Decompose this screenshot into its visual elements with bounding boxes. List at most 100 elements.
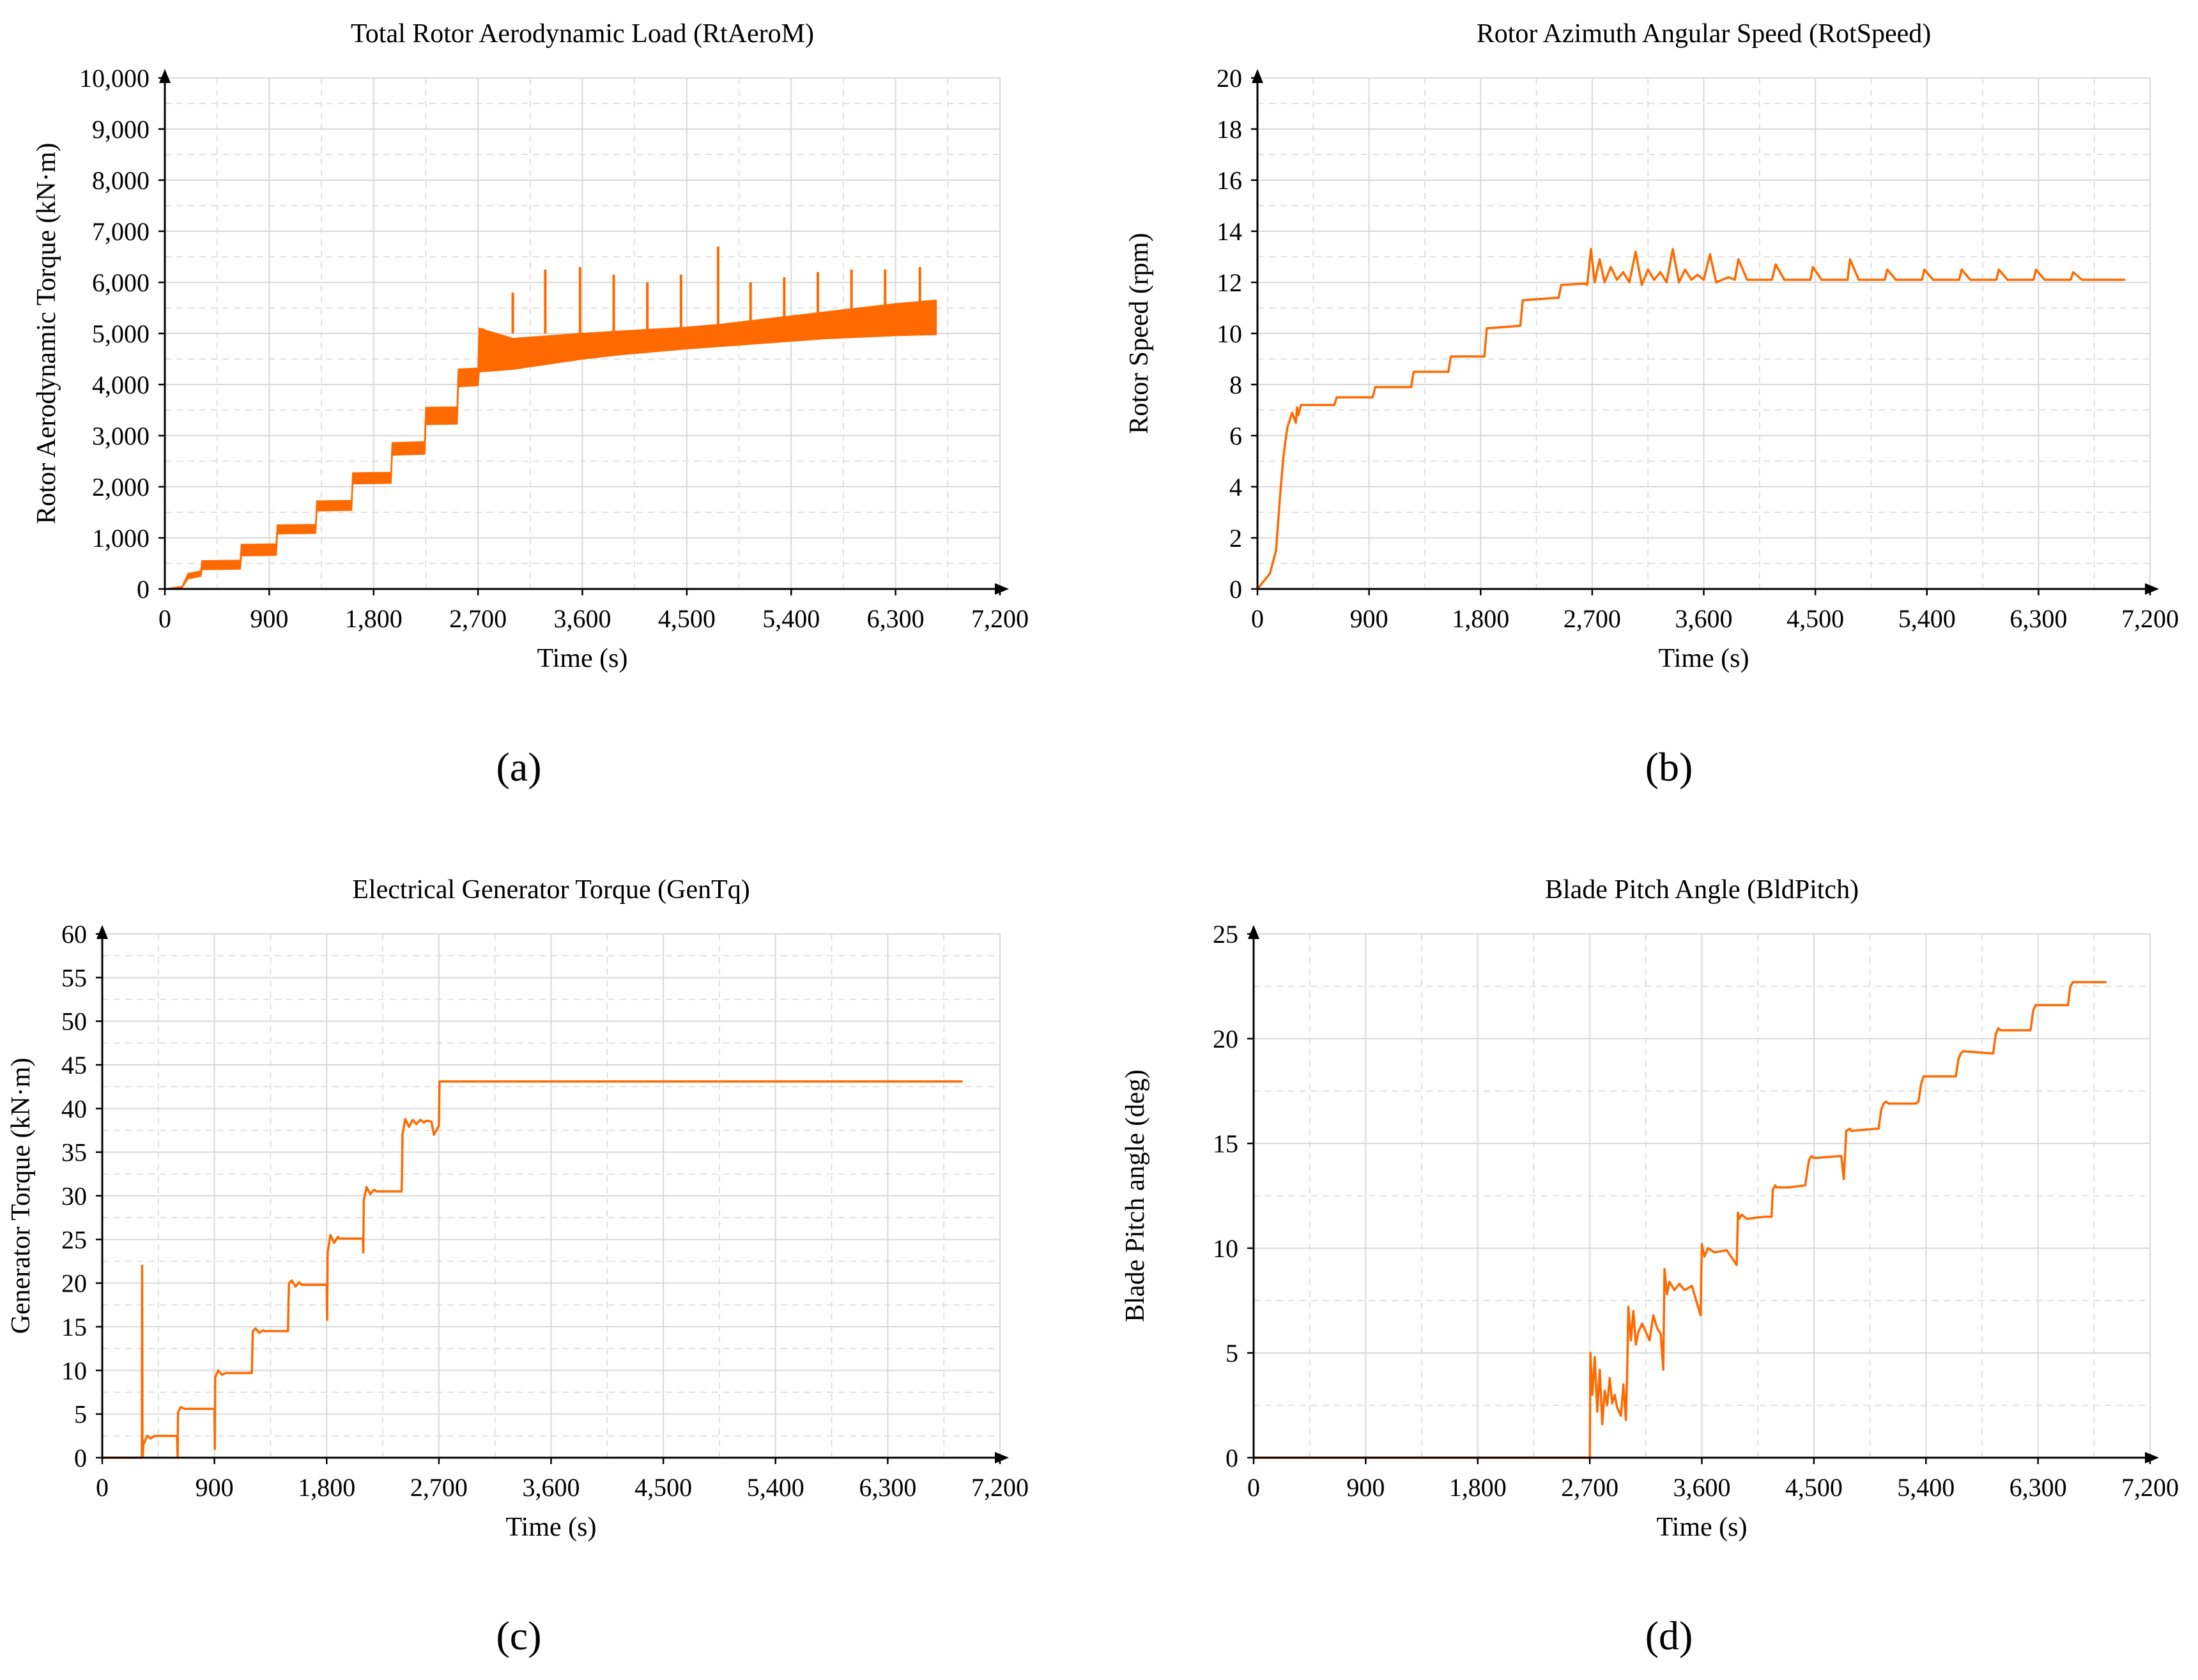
chart2-y-tick-label: 30 [61, 1182, 87, 1210]
chart0-y-tick-label: 7,000 [92, 217, 150, 246]
chart1-grid [1257, 77, 2151, 589]
chart0-y-tick-label: 9,000 [92, 115, 150, 144]
chart1-y-tick-label: 18 [1217, 115, 1242, 144]
chart2-x-tick-label: 0 [96, 1473, 109, 1502]
chart0-y-tick-label: 5,000 [92, 319, 150, 348]
chart1-y-tick-label: 4 [1229, 473, 1242, 501]
chart2-y-tick-label: 55 [61, 963, 87, 992]
chart2-y-tick-label: 60 [61, 920, 87, 949]
chart0-y-tick-label: 0 [137, 575, 150, 604]
chart1-x-tick-label: 900 [1350, 604, 1388, 633]
chart2-y-tick-label: 25 [61, 1225, 87, 1254]
panel-label-d: (d) [1645, 1613, 1693, 1658]
chart2-y-tick-label: 20 [61, 1269, 87, 1298]
chart1-x-tick-label: 5,400 [1898, 604, 1956, 633]
chart1-y-tick-label: 6 [1229, 422, 1242, 450]
chart3-y-tick-label: 5 [1226, 1339, 1238, 1368]
chart3-title: Blade Pitch Angle (BldPitch) [1545, 875, 1859, 905]
chart2-y-tick-label: 5 [74, 1400, 87, 1429]
chart0-y-axis-arrow [159, 69, 171, 83]
chart1-x-tick-label: 2,700 [1564, 604, 1621, 633]
chart3-x-tick-label: 6,300 [2010, 1473, 2067, 1502]
chart1-x-axis-arrow [2145, 583, 2159, 595]
chart2-y-tick-label: 45 [61, 1051, 87, 1080]
chart3-y-tick-label: 20 [1213, 1025, 1238, 1053]
chart2-title: Electrical Generator Torque (GenTq) [352, 875, 749, 905]
chart1-y-axis-arrow [1252, 69, 1263, 83]
chart2-x-tick-label: 900 [196, 1473, 234, 1502]
chart0-x-tick-label: 5,400 [762, 604, 820, 633]
chart1-y-tick-label: 20 [1217, 64, 1242, 93]
chart3-x-axis-arrow [2145, 1452, 2159, 1463]
chart0-y-tick-label: 8,000 [92, 166, 150, 195]
chart0-x-tick-label: 900 [250, 604, 288, 633]
chart3-x-axis-label: Time (s) [1657, 1513, 1748, 1542]
chart2-x-tick-label: 5,400 [747, 1473, 804, 1502]
chart-d-blade-pitch: 0 900 1,800 2,700 3,600 4,500 5,400 6,300 7,200 0… [1121, 875, 2179, 1542]
chart2-y-tick-label: 50 [61, 1007, 87, 1036]
chart0-x-tick-label: 2,700 [449, 604, 507, 633]
chart0-series-band [164, 299, 937, 590]
chart2-y-tick-label: 0 [74, 1444, 87, 1472]
chart0-y-tick-label: 3,000 [92, 422, 150, 450]
chart2-y-tick-label: 15 [61, 1313, 87, 1341]
chart0-y-tick-label: 6,000 [92, 268, 150, 297]
chart2-x-tick-label: 2,700 [410, 1473, 468, 1502]
chart3-x-tick-label: 1,800 [1449, 1473, 1507, 1502]
chart1-x-tick-label: 3,600 [1675, 604, 1733, 633]
chart3-grid [1254, 933, 2151, 1458]
chart0-x-tick-label: 1,800 [345, 604, 403, 633]
chart2-x-axis-label: Time (s) [506, 1513, 597, 1542]
chart3-y-tick-label: 10 [1213, 1234, 1238, 1263]
chart2-series-line [102, 1080, 963, 1459]
chart3-x-tick-label: 7,200 [2121, 1473, 2179, 1502]
chart1-x-axis-label: Time (s) [1659, 644, 1749, 673]
chart2-x-tick-label: 6,300 [859, 1473, 916, 1502]
chart0-y-tick-label: 4,000 [92, 370, 150, 399]
chart2-x-tick-label: 7,200 [971, 1473, 1029, 1502]
chart0-y-tick-label: 1,000 [92, 524, 150, 553]
chart0-title: Total Rotor Aerodynamic Load (RtAeroM) [351, 19, 814, 49]
chart0-x-tick-label: 7,200 [971, 604, 1029, 633]
chart3-x-tick-label: 900 [1346, 1473, 1385, 1502]
chart2-grid [102, 933, 1001, 1458]
chart0-y-axis-label: Rotor Aerodynamic Torque (kN·m) [32, 143, 61, 524]
chart3-x-tick-label: 5,400 [1897, 1473, 1955, 1502]
chart3-y-axis-label: Blade Pitch angle (deg) [1121, 1069, 1150, 1322]
chart0-x-axis-label: Time (s) [537, 644, 628, 673]
chart1-x-tick-label: 7,200 [2121, 604, 2179, 633]
chart0-y-tick-label: 2,000 [92, 473, 150, 501]
chart2-x-tick-label: 4,500 [634, 1473, 692, 1502]
chart1-x-tick-label: 6,300 [2010, 604, 2067, 633]
chart0-y-tick-label: 10,000 [79, 64, 150, 93]
panel-label-a: (a) [496, 744, 541, 790]
chart2-x-axis-arrow [995, 1452, 1009, 1463]
chart2-y-tick-label: 40 [61, 1094, 87, 1123]
chart1-x-tick-label: 0 [1251, 604, 1264, 633]
chart1-y-tick-label: 10 [1217, 319, 1242, 348]
chart2-y-axis-arrow [96, 925, 108, 939]
chart2-y-tick-label: 10 [61, 1356, 87, 1385]
chart-a-rotor-aerodynamic-load: 0 900 1,800 2,700 3,600 4,500 5,400 6,300 7,200 0… [32, 19, 1029, 673]
chart3-y-axis-arrow [1248, 925, 1259, 939]
chart1-y-tick-label: 16 [1217, 166, 1242, 195]
chart0-x-axis-arrow [995, 583, 1009, 595]
panel-label-b: (b) [1645, 744, 1693, 790]
chart3-x-tick-label: 4,500 [1785, 1473, 1843, 1502]
chart3-series-line [1254, 981, 2107, 1459]
chart1-y-tick-label: 12 [1217, 268, 1242, 297]
chart3-x-tick-label: 3,600 [1673, 1473, 1731, 1502]
chart1-y-tick-label: 0 [1229, 575, 1242, 604]
chart1-x-tick-label: 1,800 [1452, 604, 1509, 633]
chart1-y-tick-label: 8 [1229, 370, 1242, 399]
panel-label-c: (c) [496, 1613, 541, 1658]
chart2-x-tick-label: 3,600 [523, 1473, 580, 1502]
chart-b-rotor-speed: 0 900 1,800 2,700 3,600 4,500 5,400 6,300 7,200 0… [1125, 19, 2179, 673]
chart1-title: Rotor Azimuth Angular Speed (RotSpeed) [1477, 19, 1932, 49]
chart-c-generator-torque: 0 900 1,800 2,700 3,600 4,500 5,400 6,300 7,200 0… [6, 875, 1029, 1542]
chart0-x-tick-label: 0 [158, 604, 171, 633]
chart2-y-axis-label: Generator Torque (kN·m) [6, 1058, 36, 1334]
chart3-y-tick-label: 25 [1213, 920, 1238, 949]
chart1-y-tick-label: 14 [1217, 217, 1242, 246]
